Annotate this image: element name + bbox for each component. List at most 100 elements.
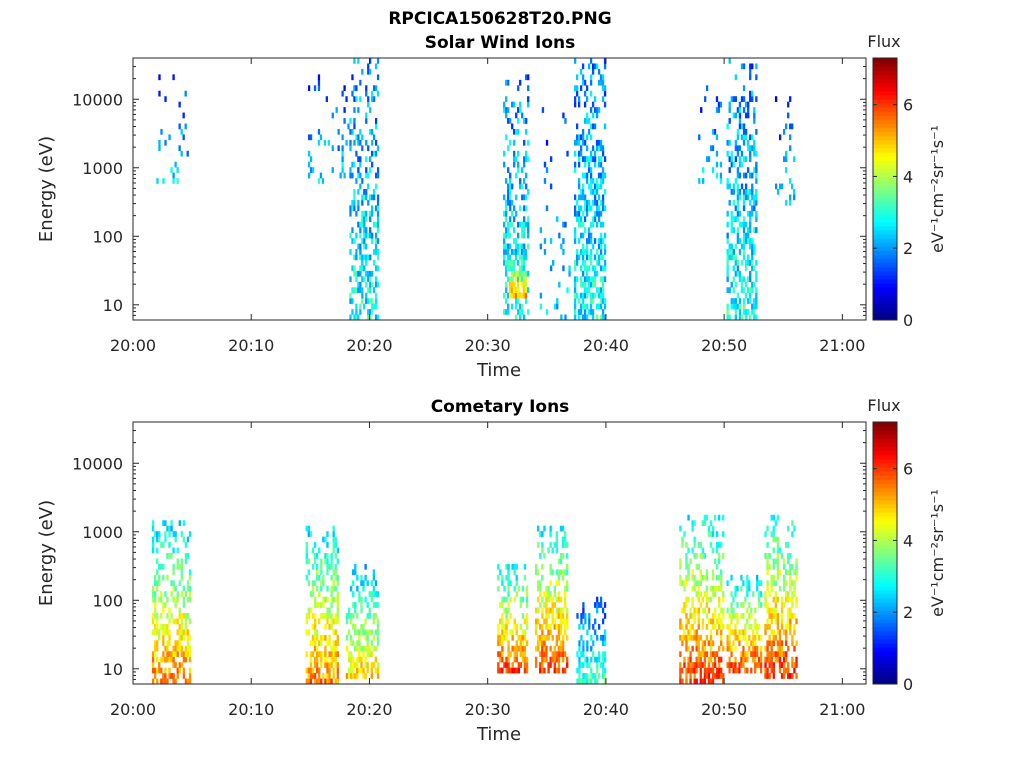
heatmap-cell xyxy=(703,591,707,597)
heatmap-cell xyxy=(501,623,504,630)
heatmap-cell xyxy=(561,667,565,674)
heatmap-cell xyxy=(507,618,510,625)
heatmap-cell xyxy=(691,525,694,532)
heatmap-cell xyxy=(749,74,752,81)
heatmap-cell xyxy=(519,183,522,190)
heatmap-cell xyxy=(180,563,184,570)
heatmap-cell xyxy=(581,292,585,299)
heatmap-cell xyxy=(563,531,567,537)
heatmap-cell xyxy=(713,673,717,679)
colorbar-segment xyxy=(873,311,897,317)
heatmap-cell xyxy=(736,259,740,266)
heatmap-cell xyxy=(153,531,157,537)
y-label-solar-wind: Energy (eV) xyxy=(36,136,57,242)
colorbar-segment xyxy=(873,94,897,100)
heatmap-cell xyxy=(561,536,565,543)
heatmap-cell xyxy=(184,90,187,97)
colorbar-segment xyxy=(873,295,897,301)
heatmap-cell xyxy=(736,303,740,310)
heatmap-cell xyxy=(778,585,782,592)
heatmap-cell xyxy=(503,238,506,244)
heatmap-cell xyxy=(689,662,692,668)
heatmap-cell xyxy=(539,662,542,668)
heatmap-cell xyxy=(764,596,767,603)
heatmap-cell xyxy=(697,656,700,663)
heatmap-cell xyxy=(539,591,542,597)
heatmap-cell xyxy=(369,156,372,163)
heatmap-cell xyxy=(744,651,747,658)
heatmap-cell xyxy=(734,254,738,261)
heatmap-cell xyxy=(315,645,319,652)
heatmap-cell xyxy=(587,276,591,283)
heatmap-cell xyxy=(566,618,569,625)
heatmap-cell xyxy=(742,629,745,636)
heatmap-cell xyxy=(768,613,771,619)
heatmap-cell xyxy=(156,645,159,652)
heatmap-cell xyxy=(330,618,333,625)
heatmap-cell xyxy=(365,216,368,223)
heatmap-cell xyxy=(357,243,360,250)
heatmap-cell xyxy=(595,205,599,212)
heatmap-cell xyxy=(371,210,374,217)
heatmap-cell xyxy=(519,221,522,228)
heatmap-cell xyxy=(589,123,593,130)
heatmap-cell xyxy=(587,238,591,244)
heatmap-cell xyxy=(307,150,311,157)
heatmap-cell xyxy=(315,553,319,559)
heatmap-cell xyxy=(376,58,380,64)
heatmap-cell xyxy=(768,651,771,658)
heatmap-cell xyxy=(740,221,744,228)
heatmap-cell xyxy=(525,623,529,630)
heatmap-cell xyxy=(534,662,538,668)
heatmap-cell xyxy=(509,183,512,190)
heatmap-cell xyxy=(523,232,526,239)
heatmap-cell xyxy=(513,128,516,135)
heatmap-cell xyxy=(156,531,159,537)
heatmap-cell xyxy=(370,580,373,587)
heatmap-cell xyxy=(791,640,794,647)
heatmap-cell xyxy=(778,134,782,141)
heatmap-cell xyxy=(764,656,767,663)
heatmap-cell xyxy=(354,645,357,652)
heatmap-cell xyxy=(759,651,763,658)
heatmap-cell xyxy=(505,79,508,86)
heatmap-cell xyxy=(783,156,786,163)
heatmap-cell xyxy=(168,553,171,559)
heatmap-cell xyxy=(525,591,529,597)
heatmap-cell xyxy=(345,634,349,641)
heatmap-cell xyxy=(505,107,508,113)
heatmap-cell xyxy=(317,79,321,86)
heatmap-cell xyxy=(507,265,510,272)
heatmap-cell xyxy=(305,618,308,625)
heatmap-cell xyxy=(579,194,583,201)
heatmap-cell xyxy=(151,613,155,619)
heatmap-cell xyxy=(534,623,538,630)
heatmap-cell xyxy=(359,183,362,190)
heatmap-cell xyxy=(513,259,516,266)
heatmap-cell xyxy=(736,585,739,592)
heatmap-cell xyxy=(764,602,767,608)
heatmap-cell xyxy=(365,243,368,250)
heatmap-cell xyxy=(186,596,190,603)
colorbar-segment xyxy=(873,287,897,292)
heatmap-cell xyxy=(748,585,751,592)
heatmap-cell xyxy=(539,602,542,608)
heatmap-cell xyxy=(341,156,344,163)
heatmap-cell xyxy=(738,161,742,168)
heatmap-cell xyxy=(525,640,529,647)
heatmap-cell xyxy=(336,574,340,581)
heatmap-cell xyxy=(595,63,599,70)
heatmap-cell xyxy=(332,618,335,625)
heatmap-cell xyxy=(766,623,769,630)
heatmap-cell xyxy=(576,613,579,619)
heatmap-cell xyxy=(374,602,378,608)
heatmap-cell xyxy=(562,238,565,244)
heatmap-cells-cometary xyxy=(151,514,798,685)
heatmap-cell xyxy=(503,634,506,641)
heatmap-cell xyxy=(184,623,188,630)
heatmap-cell xyxy=(527,287,530,294)
heatmap-cell xyxy=(309,673,313,679)
heatmap-cell xyxy=(585,199,589,206)
heatmap-cell xyxy=(521,656,525,663)
heatmap-cell xyxy=(516,270,520,277)
